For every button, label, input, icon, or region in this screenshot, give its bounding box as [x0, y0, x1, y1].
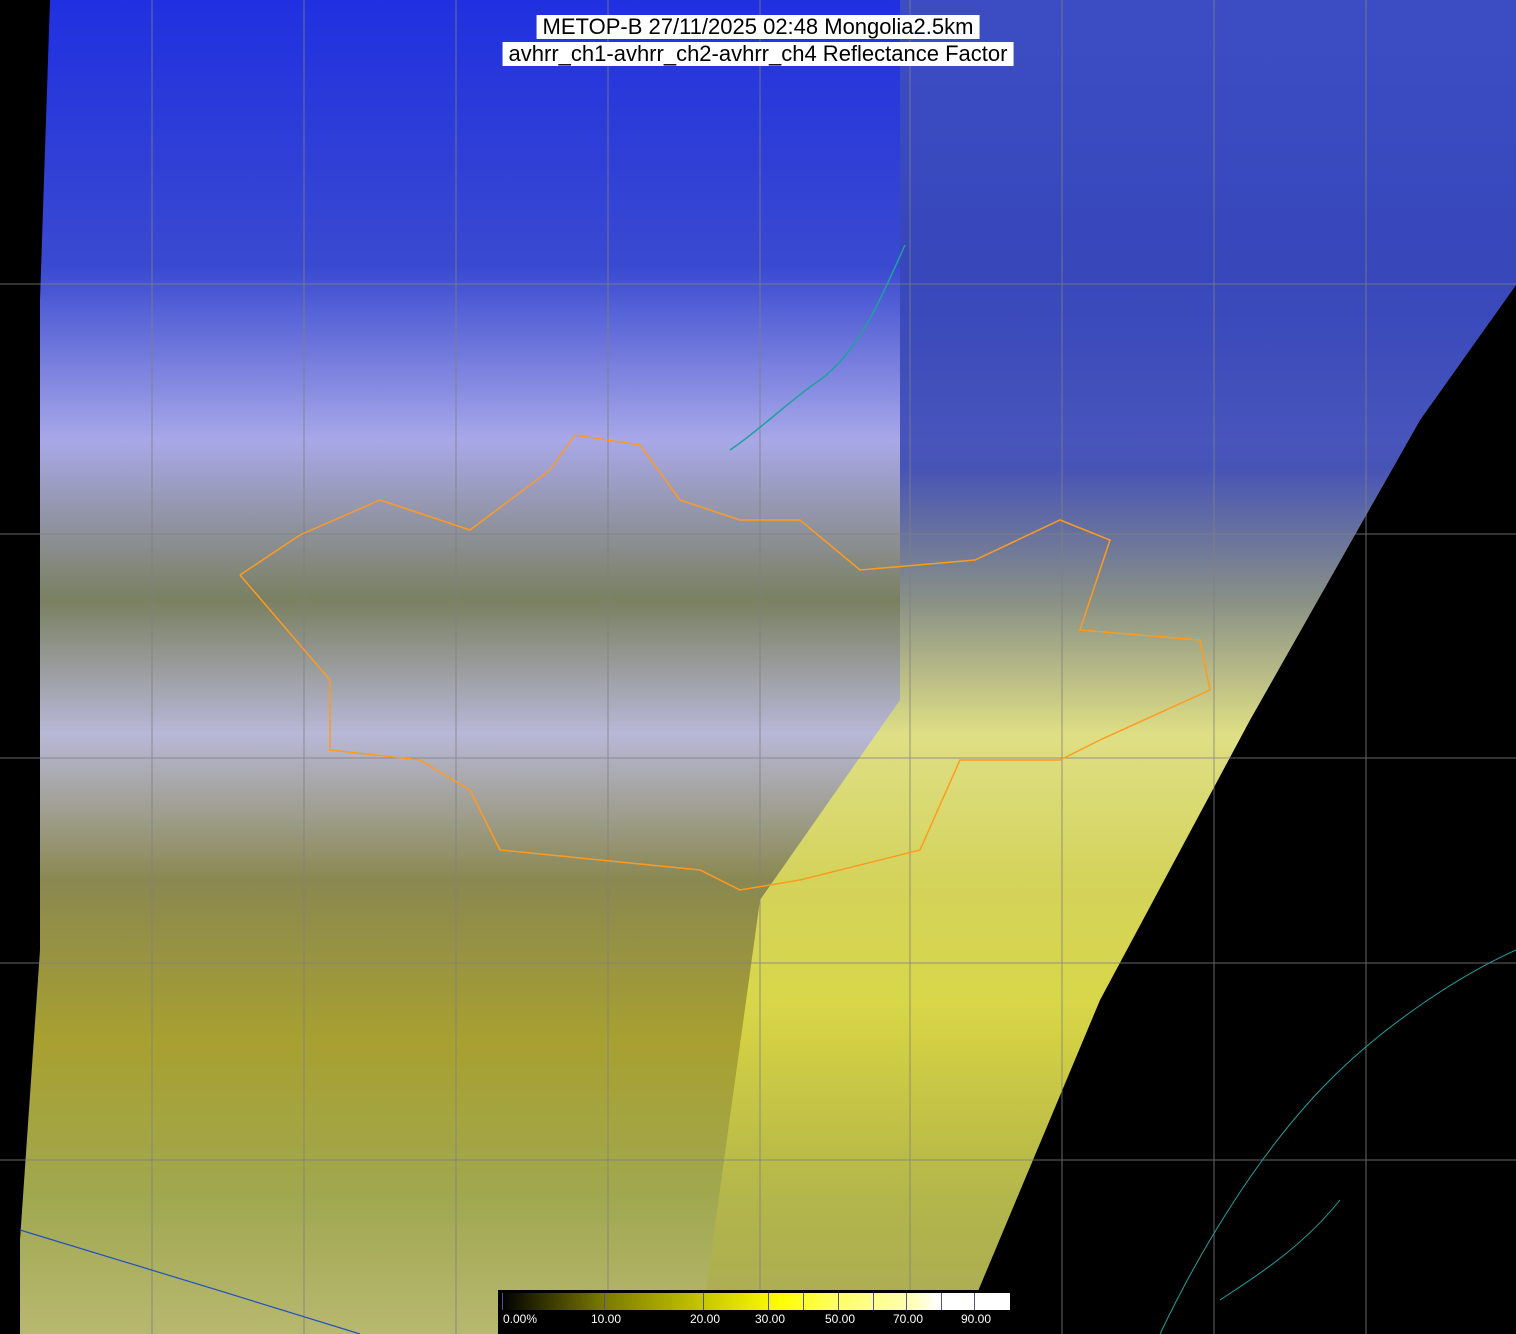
colorbar-tick — [838, 1293, 839, 1310]
colorbar-tick — [941, 1293, 942, 1310]
map-title: METOP-B 27/11/2025 02:48 Mongolia2.5km — [536, 15, 980, 39]
colorbar-tick — [974, 1293, 975, 1310]
colorbar-label: 30.00 — [754, 1312, 786, 1326]
colorbar-gradient — [502, 1293, 1010, 1310]
colorbar-tick — [502, 1293, 503, 1310]
colorbar-tick — [906, 1293, 907, 1310]
mongolia-border — [239, 434, 1211, 891]
colorbar-tick — [803, 1293, 804, 1310]
colorbar-tick — [768, 1293, 769, 1310]
colorbar-label: 20.00 — [689, 1312, 721, 1326]
colorbar-tick — [873, 1293, 874, 1310]
colorbar-tick — [604, 1293, 605, 1310]
colorbar-label: 50.00 — [824, 1312, 856, 1326]
colorbar-tick — [703, 1293, 704, 1310]
lake-baikal — [729, 244, 906, 451]
coastline — [1219, 1199, 1341, 1301]
river — [19, 1229, 361, 1334]
colorbar-label: 10.00 — [590, 1312, 622, 1326]
coastline — [1159, 949, 1516, 1334]
colorbar-label: 90.00 — [960, 1312, 992, 1326]
map-subtitle: avhrr_ch1-avhrr_ch2-avhrr_ch4 Reflectanc… — [502, 42, 1014, 66]
colorbar-label: 70.00 — [892, 1312, 924, 1326]
colorbar: 0.00% 10.00 20.00 30.00 50.00 70.00 90.0… — [498, 1290, 1016, 1334]
swath-east — [700, 0, 1516, 1334]
colorbar-label: 0.00% — [502, 1312, 538, 1326]
